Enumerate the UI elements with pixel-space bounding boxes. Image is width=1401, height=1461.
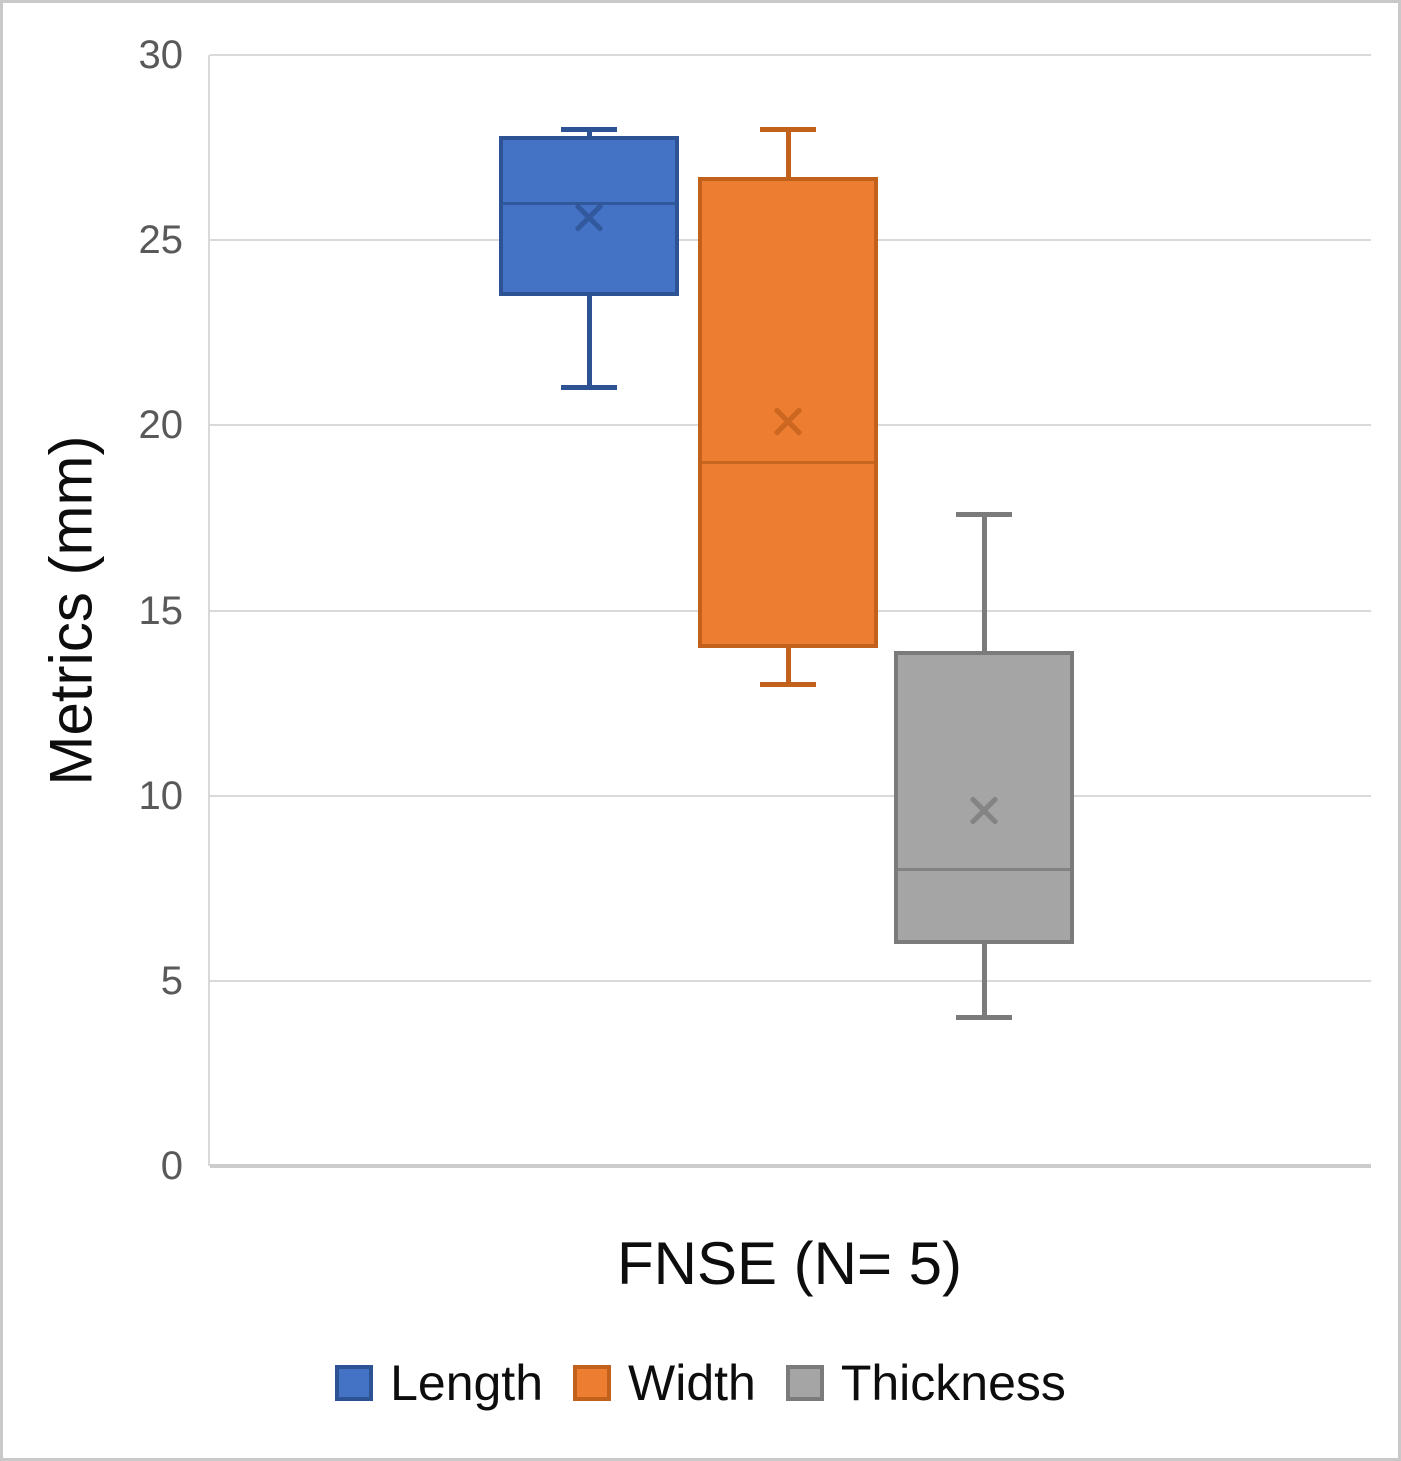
legend-label: Length (390, 1355, 544, 1411)
legend-item-thickness: Thickness (785, 1353, 1066, 1413)
upper-whisker-line-length (586, 129, 592, 137)
lower-whisker-line-width (785, 647, 791, 685)
legend-swatch-thickness (785, 1365, 824, 1401)
y-tick-label: 10 (138, 773, 184, 818)
lower-whisker-line-thickness (981, 943, 987, 1018)
legend-label: Width (628, 1355, 756, 1411)
mean-marker-width (770, 404, 806, 440)
median-line-thickness (894, 868, 1074, 872)
lower-whisker-cap-length (561, 385, 617, 391)
legend-item-length: Length (335, 1353, 543, 1413)
mean-marker-thickness (966, 792, 1002, 828)
box-thickness (894, 651, 1074, 944)
y-tick-label: 30 (138, 33, 184, 77)
median-line-width (698, 460, 878, 464)
lower-whisker-cap-width (760, 681, 816, 687)
upper-whisker-cap-thickness (956, 512, 1012, 518)
box-width (698, 177, 878, 648)
lower-whisker-line-length (586, 295, 592, 389)
upper-whisker-cap-width (760, 127, 816, 133)
plot-area (208, 54, 1371, 1168)
upper-whisker-line-width (785, 129, 791, 178)
median-line-length (499, 201, 679, 205)
x-axis-title: FNSE (N= 5) (616, 1230, 963, 1297)
gridline (210, 794, 1371, 797)
x-axis-line (210, 1164, 1371, 1168)
legend-item-width: Width (573, 1353, 756, 1413)
upper-whisker-cap-length (561, 127, 617, 133)
lower-whisker-cap-thickness (956, 1014, 1012, 1020)
gridline (210, 54, 1371, 56)
y-tick-label: 25 (138, 218, 184, 263)
gridline (210, 979, 1371, 982)
y-tick-label: 0 (160, 1144, 183, 1188)
upper-whisker-line-thickness (981, 514, 987, 652)
legend-swatch-length (335, 1365, 374, 1401)
legend: Length Width Thickness (3, 1343, 1398, 1423)
y-tick-label: 5 (160, 958, 183, 1003)
y-tick-label: 15 (138, 588, 184, 633)
legend-swatch-width (573, 1365, 612, 1401)
mean-marker-length (571, 200, 607, 236)
y-tick-label: 20 (138, 403, 184, 448)
legend-label: Thickness (840, 1355, 1066, 1411)
